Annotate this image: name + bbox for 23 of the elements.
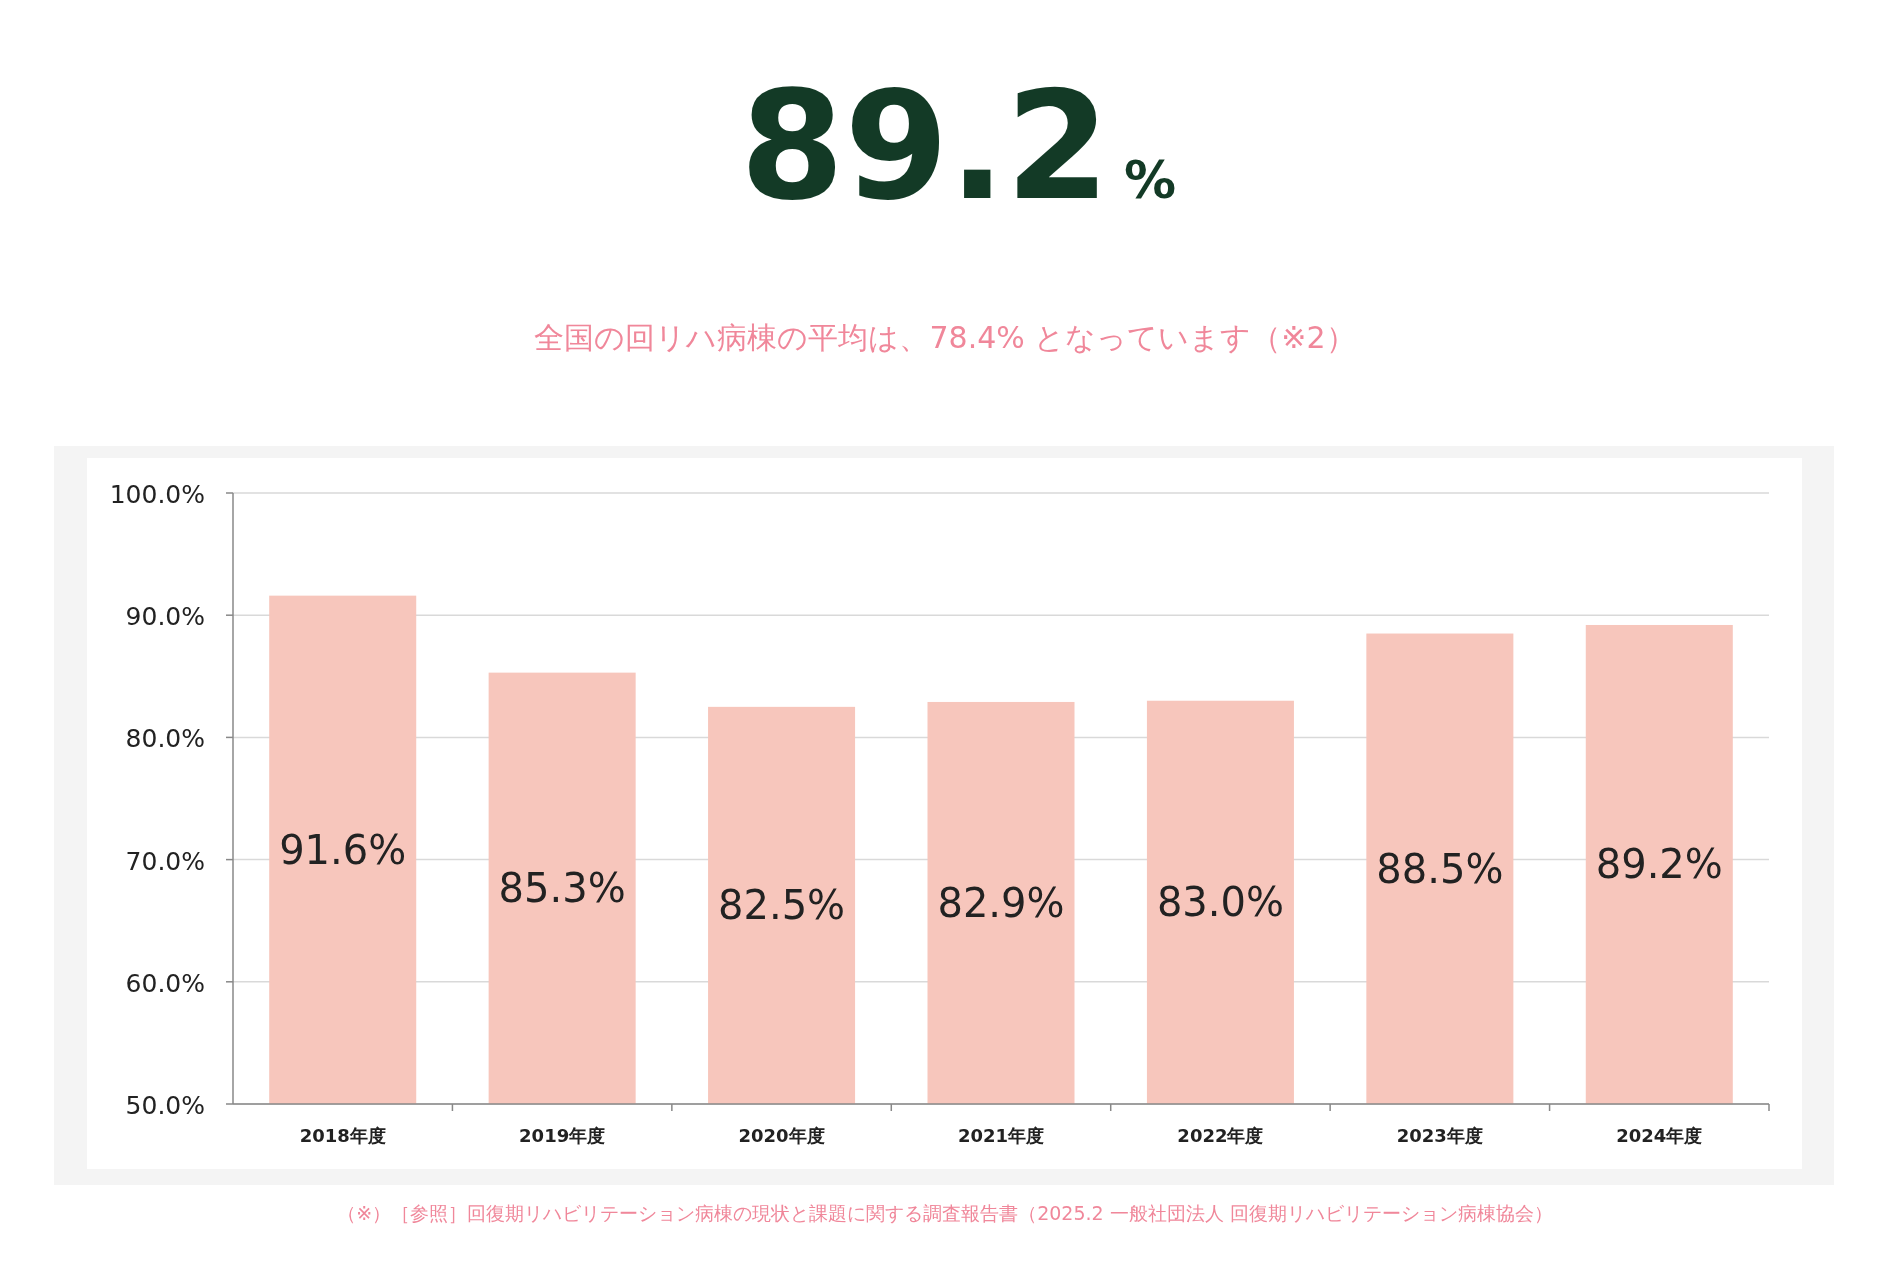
x-tick-label: 2018年度 bbox=[299, 1125, 386, 1146]
y-tick-label: 90.0% bbox=[125, 602, 205, 632]
data-label: 83.0% bbox=[1156, 879, 1284, 926]
y-tick-label: 80.0% bbox=[125, 724, 205, 754]
data-label: 91.6% bbox=[279, 826, 407, 873]
data-label: 82.5% bbox=[718, 882, 846, 929]
x-tick-label: 2024年度 bbox=[1616, 1125, 1703, 1146]
y-tick-label: 70.0% bbox=[125, 846, 205, 876]
y-tick-label: 60.0% bbox=[125, 968, 205, 998]
data-label: 88.5% bbox=[1376, 845, 1504, 892]
text: （※）［参照］回復期リハビリテーション病棟の現状と課題に関する調査報告書（2025.2 一般社団法人 回復期リハビリテーション病棟協会） bbox=[337, 1202, 1553, 1224]
x-tick-label: 2019年度 bbox=[519, 1125, 606, 1146]
data-label: 85.3% bbox=[498, 865, 626, 912]
x-tick-label: 2020年度 bbox=[738, 1125, 825, 1146]
x-tick-label: 2023年度 bbox=[1396, 1125, 1483, 1146]
chart-title: 89.2% bbox=[739, 59, 1177, 233]
x-tick-label: 2021年度 bbox=[957, 1125, 1045, 1146]
y-tick-label: 50.0% bbox=[125, 1091, 205, 1120]
x-tick-label: 2022年度 bbox=[1177, 1125, 1264, 1146]
data-label: 89.2% bbox=[1595, 841, 1723, 888]
data-label: 82.9% bbox=[937, 879, 1065, 926]
y-tick-label: 100.0% bbox=[109, 480, 205, 509]
chart-subtitle: 全国の回リハ病棟の平均は、78.4% となっています（※2） bbox=[534, 320, 1356, 355]
